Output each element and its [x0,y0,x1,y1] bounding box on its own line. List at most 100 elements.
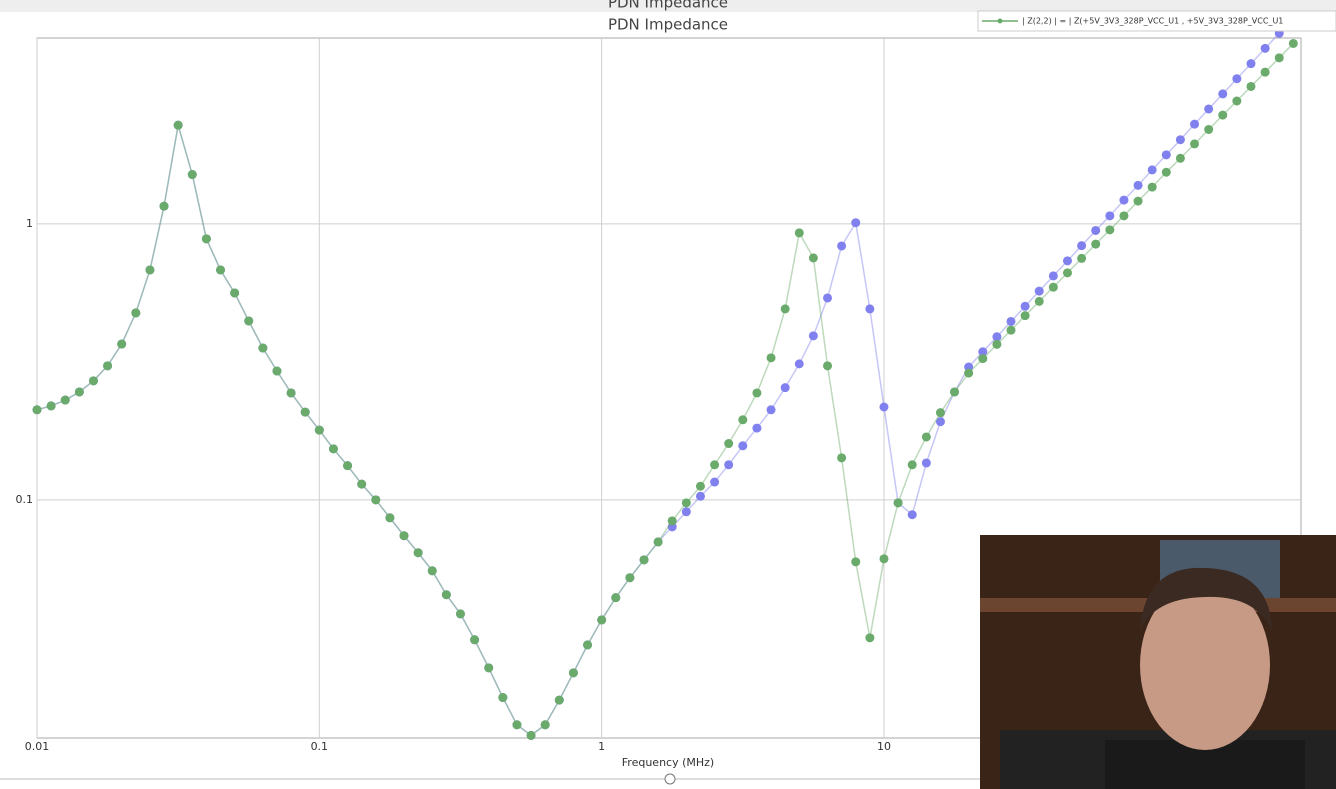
hair [1140,567,1272,630]
data-point [1190,139,1200,149]
data-point [921,432,931,442]
x-tick-label: 1 [598,740,605,753]
data-point [935,408,945,418]
data-point [780,304,790,314]
data-point [145,265,155,275]
data-point [484,663,494,673]
data-point [32,405,42,415]
data-point [724,439,734,449]
data-point [1161,150,1171,160]
data-point [1048,271,1058,281]
data-point [879,402,889,412]
data-point [808,331,818,341]
data-point [738,441,748,451]
data-point [823,361,833,371]
face [1140,580,1270,750]
data-point [1190,119,1200,129]
data-point [74,387,84,397]
data-point [710,460,720,470]
data-point [1218,110,1228,120]
y-tick-label: 1 [26,217,33,230]
data-point [470,635,480,645]
data-point [1062,256,1072,266]
data-point [653,537,663,547]
data-point [1246,59,1256,69]
data-point [399,531,409,541]
data-point [328,444,338,454]
data-point [1105,225,1115,235]
data-point [1175,135,1185,145]
data-point [808,253,818,263]
data-point [1246,81,1256,91]
data-point [710,477,720,487]
data-point [117,339,127,349]
data-point [724,460,734,470]
data-point [921,458,931,468]
data-point [978,347,988,357]
data-point [1020,311,1030,321]
data-point [286,388,296,398]
data-point [1034,286,1044,296]
data-point [1232,74,1242,84]
data-point [964,368,974,378]
data-point [1133,196,1143,206]
data-point [1218,89,1228,99]
x-tick-label: 0.1 [311,740,329,753]
series-group [32,13,1298,740]
data-point [851,218,861,228]
scroll-handle[interactable] [664,773,676,785]
data-point [131,308,141,318]
data-point [865,304,875,314]
legend-label: | Z(2,2) | = | Z(+5V_3V3_328P_VCC_U1 , +… [1022,17,1283,26]
data-point [907,510,917,520]
data-point [597,615,607,625]
data-point [950,387,960,397]
data-point [46,401,56,411]
data-point [907,460,917,470]
data-point [1119,211,1129,221]
data-point [554,695,564,705]
data-point [780,383,790,393]
data-point [1204,124,1214,134]
data-point [794,228,804,238]
data-point [992,339,1002,349]
legend-entries: | Z(2,2) | = | Z(+5V_3V3_328P_VCC_U1 , +… [982,17,1283,26]
data-point [583,640,593,650]
data-point [371,495,381,505]
data-point [173,120,183,130]
data-point [1147,165,1157,175]
data-point [1034,296,1044,306]
y-tick-label: 0.1 [16,493,34,506]
data-point [540,720,550,730]
data-point [244,316,254,326]
data-point [88,376,98,386]
data-point [1091,239,1101,249]
data-point [230,288,240,298]
data-point [879,554,889,564]
data-point [159,201,169,211]
data-point [60,395,70,405]
data-point [625,573,635,583]
data-point [1288,38,1298,48]
data-point [1274,53,1284,63]
data-point [865,633,875,643]
data-point [413,548,423,558]
data-point [187,170,197,180]
data-point [1260,67,1270,77]
data-point [823,293,833,303]
data-point [1020,301,1030,311]
x-tick-label: 0.01 [25,740,50,753]
data-point [794,359,804,369]
data-point [766,405,776,415]
data-point [992,332,1002,342]
data-point [766,353,776,363]
data-point [611,593,621,603]
legend [977,10,1336,32]
data-point [1077,253,1087,263]
data-point [1147,182,1157,192]
data-point [526,730,536,740]
data-point [1006,316,1016,326]
data-point [1133,180,1143,190]
data-point [978,354,988,364]
data-point [1006,325,1016,335]
